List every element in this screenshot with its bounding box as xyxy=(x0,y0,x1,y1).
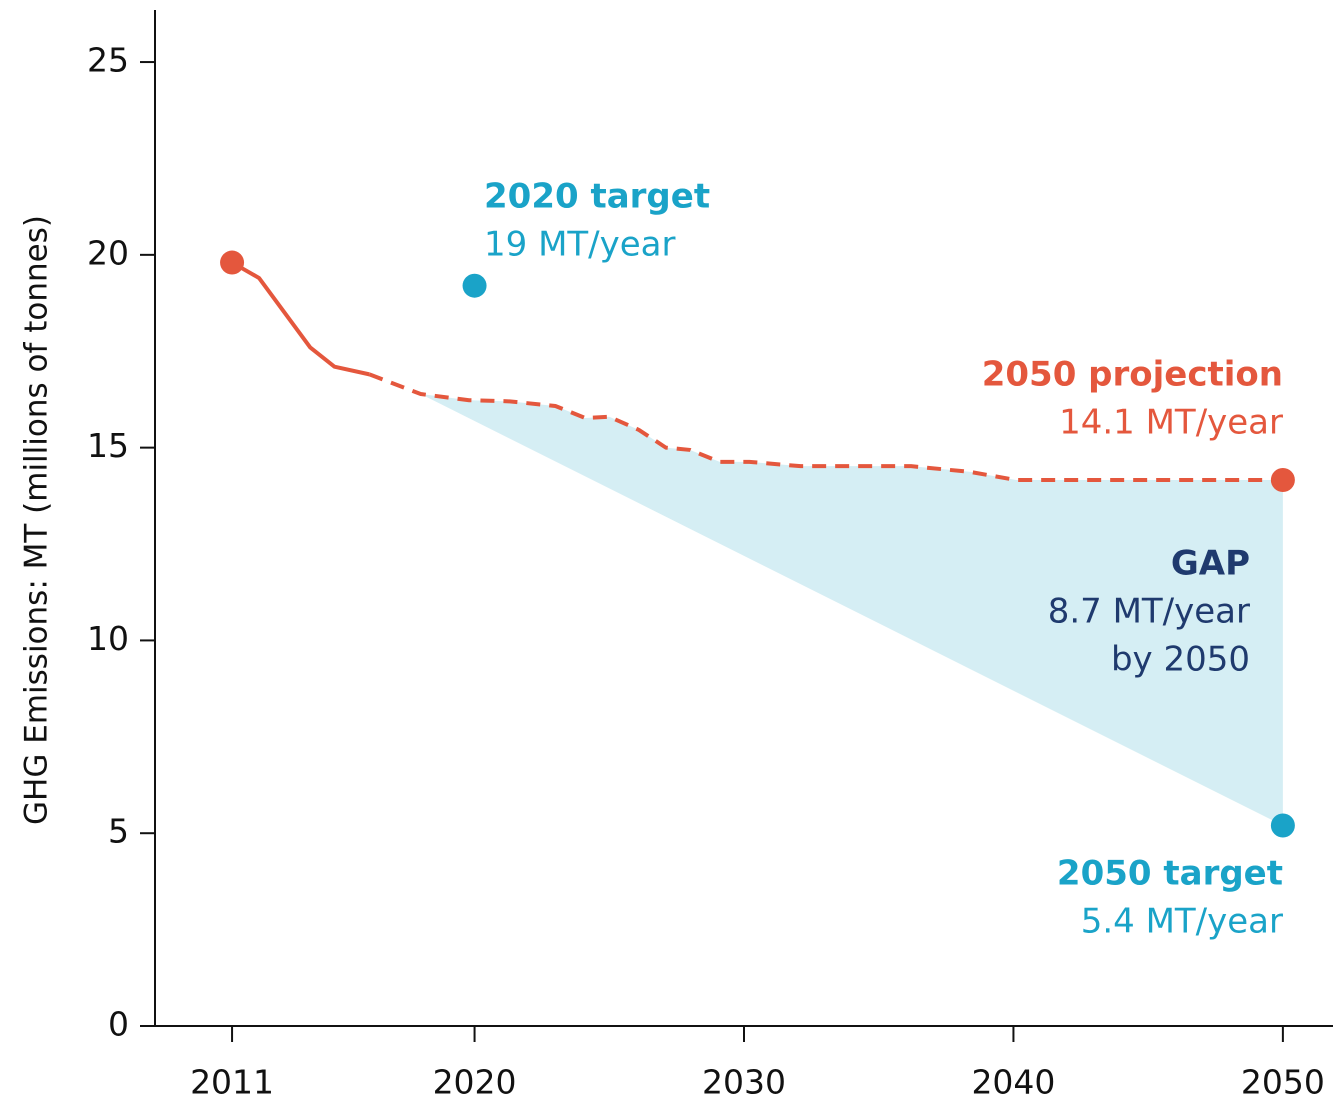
annotation: by 2050 xyxy=(1111,640,1250,680)
y-tick-label: 10 xyxy=(87,619,129,658)
gap-area xyxy=(420,394,1283,826)
annotation: 14.1 MT/year xyxy=(1059,403,1283,443)
series-line xyxy=(231,260,370,377)
annotation: GAP xyxy=(1171,544,1250,584)
x-tick-label: 2050 xyxy=(1241,1063,1325,1102)
y-tick-label: 25 xyxy=(87,41,129,80)
annotation: 2050 projection xyxy=(982,355,1283,395)
y-tick-label: 5 xyxy=(108,812,129,851)
annotation: 2020 target xyxy=(484,177,710,217)
series-line xyxy=(368,372,1283,483)
y-tick-label: 20 xyxy=(87,233,129,272)
y-tick-label: 15 xyxy=(87,426,129,465)
end-dot xyxy=(1270,468,1295,493)
x-tick-label: 2020 xyxy=(433,1063,517,1102)
target-dot xyxy=(1270,813,1295,838)
x-tick-label: 2011 xyxy=(190,1063,274,1102)
target-dot xyxy=(462,273,487,298)
annotation: 19 MT/year xyxy=(484,225,676,265)
x-tick-label: 2030 xyxy=(702,1063,786,1102)
annotation: 5.4 MT/year xyxy=(1081,902,1283,942)
y-tick-label: 0 xyxy=(108,1005,129,1044)
x-tick-label: 2040 xyxy=(971,1063,1055,1102)
start-dot xyxy=(220,250,245,275)
annotation: 8.7 MT/year xyxy=(1048,592,1250,632)
y-axis-title: GHG Emissions: MT (millions of tonnes) xyxy=(19,215,55,825)
annotation: 2050 target xyxy=(1057,854,1283,894)
